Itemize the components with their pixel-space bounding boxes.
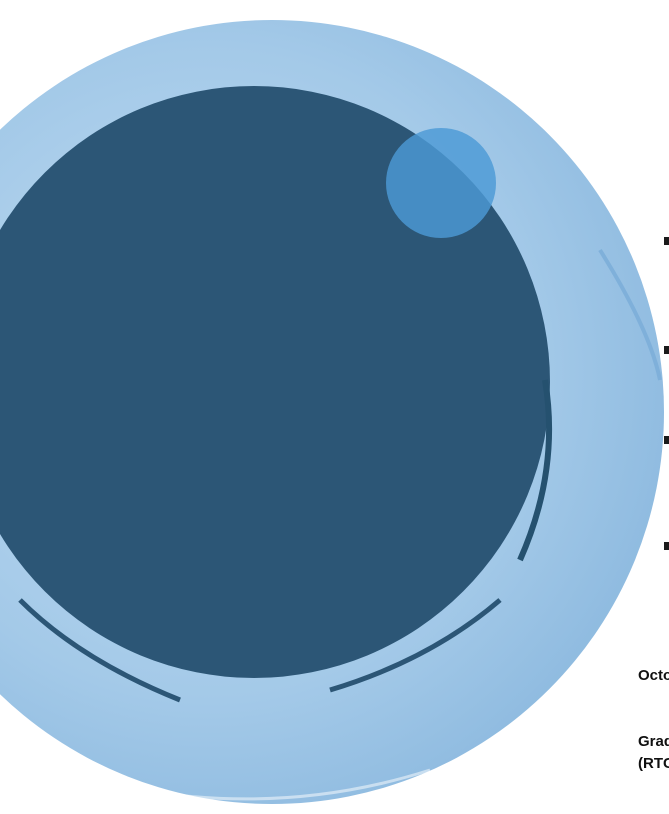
- disc-edge-stroke-left: [18, 598, 181, 703]
- disc-edge-stroke-bottom: [329, 598, 502, 693]
- brush-streak-bottom: [139, 768, 431, 801]
- brush-streak-top: [179, 15, 471, 54]
- inner-disc-shape: [0, 86, 550, 678]
- disc-edge-stroke-right: [517, 379, 553, 562]
- bullet-marker: [664, 237, 669, 245]
- bullet-marker: [664, 346, 669, 354]
- bullet-marker: [664, 436, 669, 444]
- accent-circle-shape: [386, 128, 496, 238]
- organization-line-1: Grad: [638, 733, 669, 750]
- bullet-marker: [664, 542, 669, 550]
- organization-line-2: (RTC: [638, 755, 669, 772]
- date-text: Octo: [638, 667, 669, 684]
- brush-streak-right: [598, 248, 662, 381]
